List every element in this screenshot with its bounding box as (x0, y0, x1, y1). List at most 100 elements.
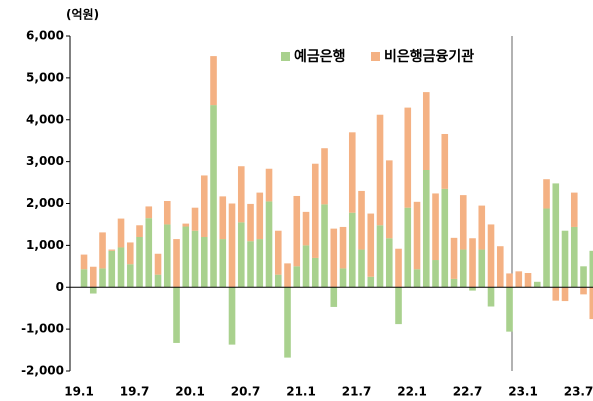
bar-segment (210, 105, 217, 288)
bar-segment (136, 225, 143, 237)
x-tick-label: 21.1 (286, 385, 316, 399)
bar-segment (191, 230, 199, 288)
bar-segment (395, 248, 402, 288)
bar-segment (561, 287, 569, 302)
bar-segment (441, 188, 449, 288)
bar-segment (459, 195, 467, 250)
x-tick-label: 23.1 (508, 385, 538, 399)
bar-segment (173, 239, 180, 288)
bar-segment (367, 213, 375, 277)
y-tick-label: 6,000 (26, 29, 64, 43)
bar-segment (422, 170, 430, 288)
bar-segment (367, 276, 375, 288)
bar-segment (543, 179, 550, 209)
bar-segment (515, 271, 523, 288)
bar-segment (589, 250, 593, 288)
bar-segment (543, 208, 550, 288)
x-tick-label: 21.7 (342, 385, 372, 399)
bar-segment (265, 201, 273, 288)
bar-segment (422, 92, 430, 170)
bar-segment (163, 224, 171, 288)
bar-segment (506, 287, 513, 332)
bar-segment (580, 287, 587, 295)
bar-segment (311, 257, 319, 288)
bar-segment (339, 226, 347, 269)
bar-segment (200, 175, 208, 237)
bar-segment (108, 250, 116, 288)
bar-segment (432, 193, 439, 261)
bar-segment (496, 246, 504, 288)
bar-segment (413, 269, 421, 288)
bar-segment (108, 249, 116, 251)
bar-segment (247, 203, 254, 242)
bar-segment (404, 207, 412, 288)
bar-segment (145, 206, 153, 219)
bar-segment (200, 237, 208, 288)
x-tick-label: 20.1 (175, 385, 205, 399)
bar-segment (80, 254, 88, 270)
y-tick-label: 0 (56, 280, 64, 294)
bar-segment (450, 278, 458, 288)
y-tick-label: 1,000 (26, 238, 64, 252)
x-tick-label: 22.1 (397, 385, 427, 399)
bar-segment (478, 249, 486, 288)
bar-segment (385, 238, 393, 288)
bar-segment (450, 237, 458, 279)
x-tick-label: 20.7 (231, 385, 261, 399)
bar-segment (348, 212, 356, 288)
bar-segment (580, 266, 587, 288)
bar-segment (284, 263, 291, 288)
bar-segment (395, 287, 402, 325)
bar-segment (561, 230, 569, 288)
legend-swatch (371, 52, 380, 61)
legend-swatch (281, 52, 290, 61)
legend-label: 비은행금융기관 (384, 48, 474, 65)
y-tick-label: 4,000 (26, 112, 64, 126)
unit-label: (억원) (66, 8, 99, 22)
bar-segment (228, 287, 236, 345)
bar-segment (487, 224, 495, 288)
bar-segment (117, 218, 125, 248)
bar-segment (237, 222, 245, 288)
bar-segment (256, 239, 264, 288)
bar-segment (274, 230, 282, 275)
bar-segment (506, 273, 513, 288)
bar-segment (247, 241, 254, 288)
bar-segment (321, 148, 328, 205)
x-tick-label: 23.7 (564, 385, 593, 399)
bar-segment (330, 287, 338, 307)
y-tick-label: -2,000 (21, 364, 64, 378)
bar-segment (237, 166, 245, 223)
bar-segment (302, 211, 310, 246)
bar-segment (293, 266, 301, 288)
bar-segment (117, 247, 125, 288)
bar-segment (432, 260, 439, 288)
bar-segment (385, 160, 393, 239)
bar-segment (136, 237, 143, 288)
bar-segment (330, 228, 338, 288)
bar-segment (376, 225, 384, 288)
bar-segment (173, 287, 180, 343)
bar-segment (265, 168, 273, 202)
bar-segment (228, 203, 236, 288)
bar-segment (284, 287, 291, 358)
bar-segment (358, 190, 365, 250)
bar-segment (80, 269, 88, 288)
bar-segment (210, 56, 217, 106)
bar-segment (441, 133, 449, 189)
bar-segment (404, 107, 412, 208)
y-tick-label: 3,000 (26, 154, 64, 168)
bar-segment (126, 242, 134, 265)
bar-segment (459, 249, 467, 288)
x-tick-label: 22.7 (453, 385, 483, 399)
bar-segment (552, 183, 560, 288)
bar-segment (182, 226, 190, 288)
bar-segment (376, 114, 384, 226)
bar-segment (89, 287, 97, 294)
bar-segment (154, 274, 162, 288)
bar-segment (469, 287, 476, 291)
bar-segment (321, 204, 328, 288)
bar-segment (348, 132, 356, 213)
bar-segment (533, 281, 541, 288)
bar-segment (219, 196, 227, 240)
